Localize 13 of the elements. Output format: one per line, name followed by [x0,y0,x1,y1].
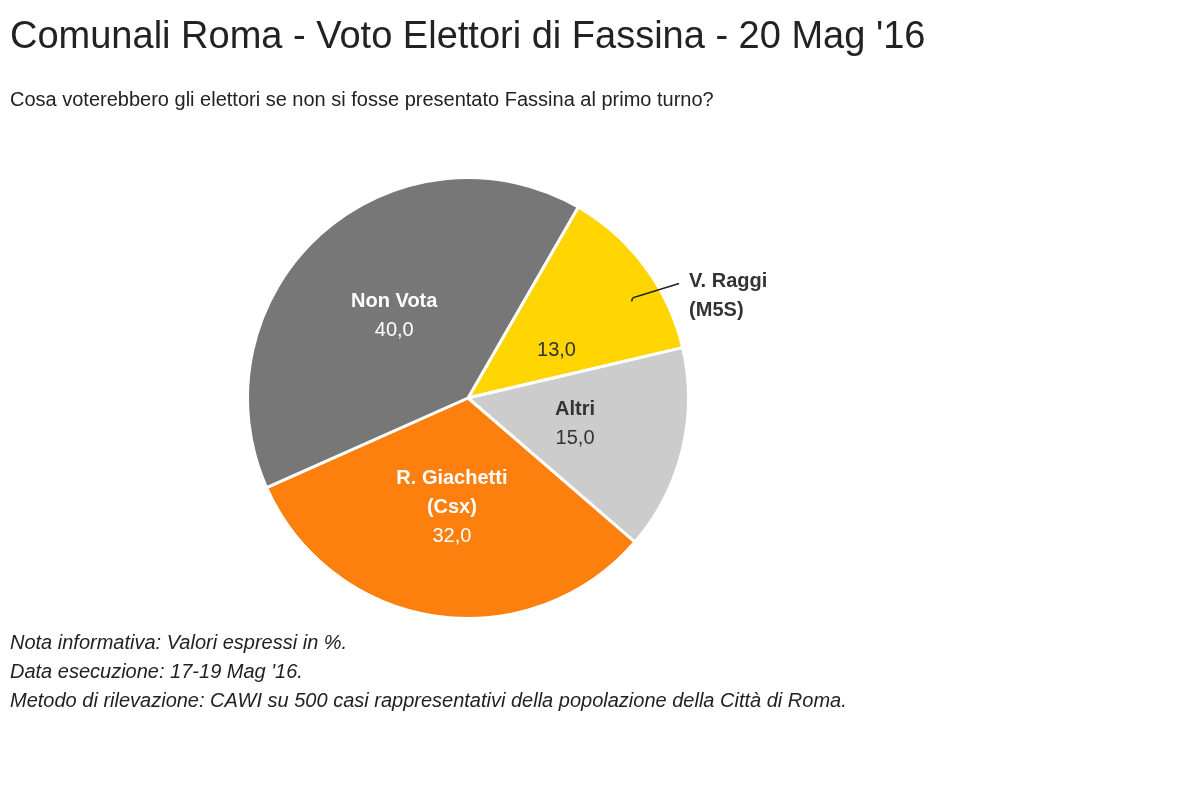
chart-subtitle: Cosa voterebbero gli elettori se non si fosse presentato Fassina al primo turno? [10,88,714,111]
text: Data esecuzione: 17-19 Mag '16. [10,659,304,684]
text: Nota informativa: Valori espressi in %. [10,630,349,655]
text: Metodo di rilevazione: CAWI su 500 casi rappresentativi della popolazione della Città di Roma. [10,688,847,713]
data-label: 40,0 [374,318,414,341]
data-label: 13,0 [537,337,576,360]
slice-label: Altri [555,397,596,420]
data-label: 15,0 [555,426,595,449]
slice-label: Non Vota [351,289,439,312]
data-label: 32,0 [432,523,472,546]
slice-label: V. Raggi (M5S) [689,269,768,321]
chart-title: Comunali Roma - Voto Elettori di Fassina - 20 Mag '16 [10,14,926,57]
slice-label: R. Giachetti (Csx) [396,465,508,517]
